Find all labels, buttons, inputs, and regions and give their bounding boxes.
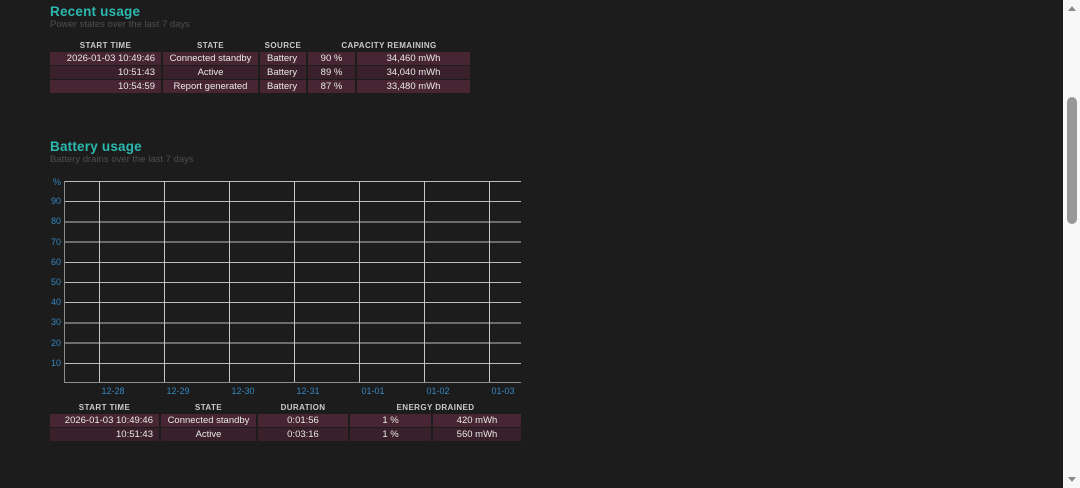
y-tick-label: 30 [50,317,61,328]
scroll-down-button[interactable] [1063,471,1080,488]
chevron-down-icon [1067,477,1076,482]
column-header-source: SOURCE [264,41,302,50]
x-tick-label: 12-31 [296,386,320,396]
column-header-state: STATE [194,403,223,412]
cell-percent: 1 % [350,414,431,427]
y-tick-label: 20 [50,337,61,348]
x-tick-label: 01-01 [361,386,385,396]
y-tick-label: 10 [50,357,61,368]
cell-source: Battery [260,80,306,93]
chevron-up-icon [1067,6,1076,11]
x-tick-label: 12-29 [166,386,190,396]
cell-duration: 0:03:16 [258,428,348,441]
cell-percent: 1 % [350,428,431,441]
cell-source: Battery [260,52,306,65]
cell-duration: 0:01:56 [258,414,348,427]
cell-capacity-mwh: 34,040 mWh [357,66,470,79]
x-tick-label: 12-28 [101,386,125,396]
cell-start-time: 10:51:43 [50,66,161,79]
x-tick-label: 01-02 [426,386,450,396]
y-tick-label: 50 [50,277,61,287]
recent-usage-title: Recent usage [50,4,141,19]
y-tick-label: 40 [50,297,61,308]
y-tick-label: 80 [50,216,61,227]
cell-source: Battery [260,66,306,79]
recent-usage-subtitle: Power states over the last 7 days [50,19,190,30]
cell-energy-mwh: 420 mWh [433,414,521,427]
cell-percent: 89 % [308,66,355,79]
recent-usage-table: START TIME STATE SOURCE CAPACITY REMAINI… [50,40,470,93]
scroll-up-button[interactable] [1063,0,1080,17]
cell-percent: 90 % [308,52,355,65]
cell-state: Connected standby [163,52,258,65]
cell-percent: 87 % [308,80,355,93]
cell-state: Report generated [163,80,258,93]
cell-state: Connected standby [161,414,256,427]
y-tick-label: 90 [50,196,61,207]
cell-start-time: 2026-01-03 10:49:46 [50,52,161,65]
battery-drains-table: START TIME STATE DURATION ENERGY DRAINED… [50,402,521,441]
y-tick-label: 60 [50,256,61,267]
cell-capacity-mwh: 34,460 mWh [357,52,470,65]
y-tick-label: 70 [50,236,61,247]
column-header-start-time: START TIME [79,41,132,50]
scrollbar-thumb[interactable] [1067,97,1077,224]
column-header-capacity-remaining: CAPACITY REMAINING [341,41,437,50]
battery-usage-title: Battery usage [50,139,142,154]
cell-start-time: 10:51:43 [50,428,159,441]
column-header-start-time: START TIME [78,403,131,412]
column-header-energy-drained: ENERGY DRAINED [396,403,475,412]
cell-start-time: 2026-01-03 10:49:46 [50,414,159,427]
cell-start-time: 10:54:59 [50,80,161,93]
y-axis-unit-label: % [52,177,61,187]
cell-state: Active [163,66,258,79]
cell-energy-mwh: 560 mWh [433,428,521,441]
battery-usage-subtitle: Battery drains over the last 7 days [50,154,194,165]
x-tick-label: 01-03 [491,386,515,396]
cell-capacity-mwh: 33,480 mWh [357,80,470,93]
cell-state: Active [161,428,256,441]
column-header-duration: DURATION [280,403,326,412]
vertical-scrollbar[interactable] [1063,0,1080,488]
battery-usage-chart: % 90 80 70 60 50 40 30 20 10 12-28 12-29… [51,177,521,396]
x-tick-label: 12-30 [231,386,255,396]
column-header-state: STATE [196,41,225,50]
